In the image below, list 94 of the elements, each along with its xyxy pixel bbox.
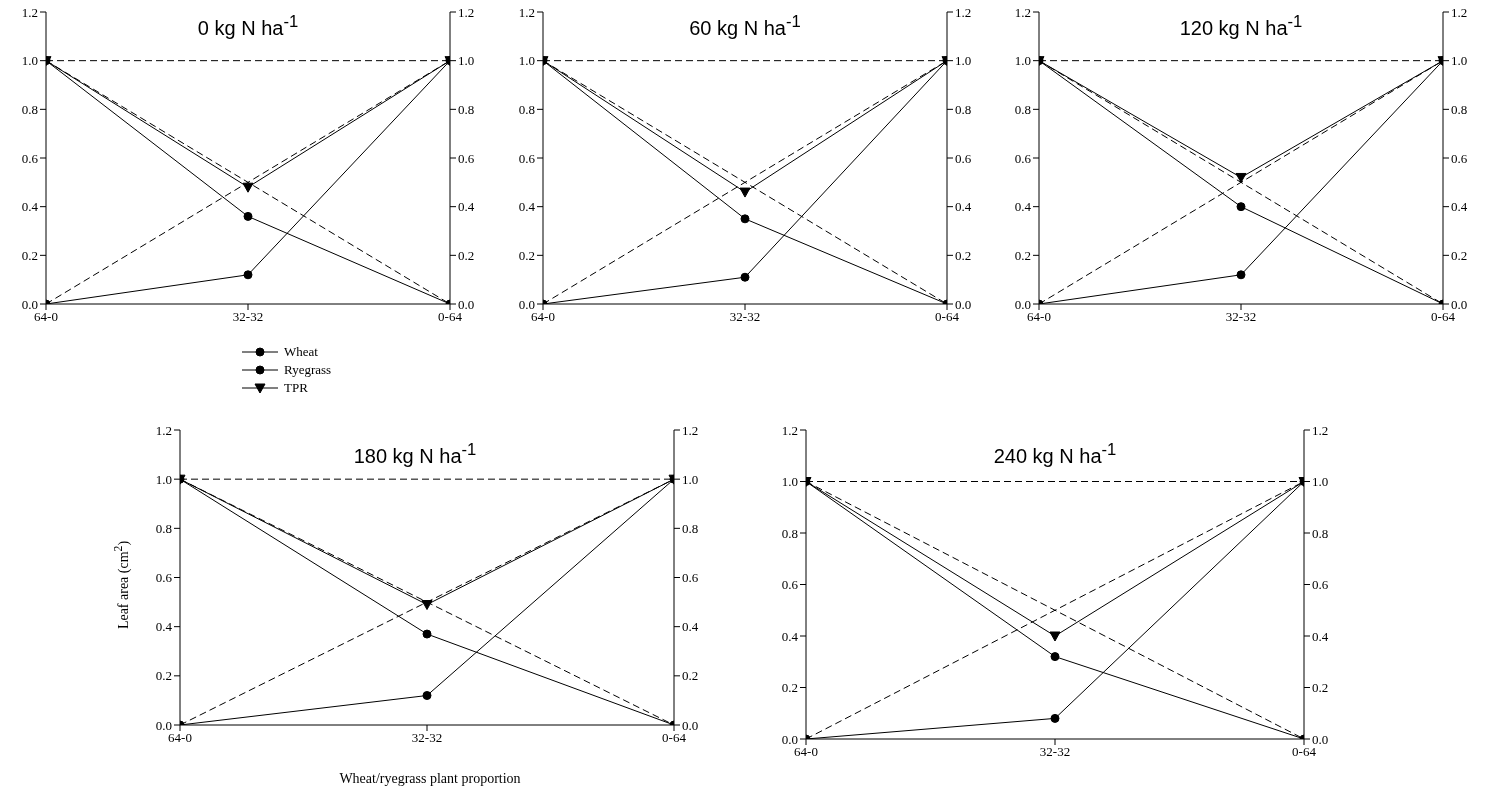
y-tick-label: 0.6 — [155, 570, 173, 586]
y-tick-label: 1.0 — [21, 53, 38, 69]
y-tick-label: 0.2 — [1014, 247, 1031, 263]
x-tick-label: 32-32 — [411, 730, 443, 746]
y-tick-label: 0.2 — [21, 247, 38, 263]
y2-tick-label: 0.4 — [682, 619, 699, 635]
y2-tick-label: 1.0 — [682, 471, 699, 487]
y2-tick-label: 0.2 — [1312, 680, 1329, 696]
y2-tick-label: 0.2 — [682, 668, 699, 684]
y2-tick-label: 0.0 — [458, 296, 475, 312]
y2-tick-label: 0.2 — [955, 247, 972, 263]
y2-tick-label: 0.4 — [1312, 628, 1329, 644]
chart-title: 120 kg N ha$^{-1}$ — [1179, 12, 1303, 39]
y2-tick-label: 1.2 — [458, 4, 475, 20]
y-tick-label: 0.0 — [155, 717, 172, 733]
x-tick-label: 32-32 — [232, 309, 264, 325]
y-tick-label: 1.0 — [518, 53, 535, 69]
y2-tick-label: 1.0 — [1312, 474, 1329, 490]
y-tick-label: 0.0 — [518, 296, 535, 312]
y2-tick-label: 1.0 — [458, 53, 475, 69]
y-tick-label: 0.6 — [518, 150, 536, 166]
y2-tick-label: 0.0 — [1312, 731, 1329, 747]
y2-tick-label: 0.4 — [955, 199, 972, 215]
y-tick-label: 1.2 — [518, 4, 535, 20]
y2-tick-label: 0.8 — [1312, 525, 1329, 541]
x-tick-label: 64-0 — [168, 730, 192, 746]
y-tick-label: 0.2 — [518, 247, 535, 263]
y2-tick-label: 0.2 — [1451, 247, 1468, 263]
y2-tick-label: 1.0 — [955, 53, 972, 69]
y2-tick-label: 0.8 — [458, 101, 475, 117]
y-tick-label: 0.2 — [155, 668, 172, 684]
y2-tick-label: 0.6 — [458, 150, 475, 166]
y2-tick-label: 1.0 — [1451, 53, 1468, 69]
y2-tick-label: 1.2 — [682, 422, 699, 438]
y-tick-label: 0.6 — [21, 150, 39, 166]
chart-title: 0 kg N ha$^{-1}$ — [197, 12, 299, 39]
y-tick-label: 0.4 — [1014, 199, 1032, 215]
y2-tick-label: 0.6 — [682, 570, 699, 586]
y-tick-label: 0.2 — [781, 680, 798, 696]
y2-tick-label: 0.0 — [955, 296, 972, 312]
text: 240 kg N ha$^{-1}$ — [992, 440, 1118, 468]
y2-tick-label: 0.0 — [682, 717, 699, 733]
y2-tick-label: 1.2 — [955, 4, 972, 20]
y-tick-label: 0.4 — [21, 199, 39, 215]
y2-tick-label: 0.6 — [1312, 577, 1329, 593]
x-tick-label: 64-0 — [34, 309, 58, 325]
y2-tick-label: 0.0 — [1451, 296, 1468, 312]
y-tick-label: 1.2 — [155, 422, 172, 438]
y2-tick-label: 1.2 — [1312, 422, 1329, 438]
y-tick-label: 1.0 — [781, 474, 798, 490]
y-tick-label: 0.4 — [155, 619, 173, 635]
y2-tick-label: 0.6 — [1451, 150, 1468, 166]
x-tick-label: 0-64 — [935, 309, 960, 325]
y-tick-label: 0.8 — [781, 525, 798, 541]
y-tick-label: 0.0 — [781, 731, 798, 747]
y2-tick-label: 0.8 — [955, 101, 972, 117]
x-tick-label: 0-64 — [662, 730, 687, 746]
x-tick-label: 0-64 — [438, 309, 463, 325]
y-tick-label: 0.4 — [781, 628, 799, 644]
y-tick-label: 1.2 — [781, 422, 798, 438]
y-tick-label: 0.0 — [21, 296, 38, 312]
text: 180 kg N ha$^{-1}$ — [352, 440, 478, 468]
chart-title: 60 kg N ha$^{-1}$ — [689, 12, 801, 39]
y-tick-label: 1.2 — [1014, 4, 1031, 20]
y-tick-label: 0.8 — [518, 101, 535, 117]
y-tick-label: 0.8 — [155, 520, 172, 536]
y-tick-label: 1.0 — [1014, 53, 1031, 69]
y-tick-label: 0.8 — [1014, 101, 1031, 117]
x-axis-title: Wheat/ryegrass plant proportion — [338, 771, 522, 787]
y-tick-label: 0.6 — [781, 577, 799, 593]
y-tick-label: 1.0 — [155, 471, 172, 487]
y2-tick-label: 0.4 — [1451, 199, 1468, 215]
y2-tick-label: 0.8 — [1451, 101, 1468, 117]
legend-label: Ryegrass — [284, 362, 332, 378]
y2-tick-label: 1.2 — [1451, 4, 1468, 20]
y-tick-label: 0.4 — [518, 199, 536, 215]
y-tick-label: 0.6 — [1014, 150, 1032, 166]
y-tick-label: 0.8 — [21, 101, 38, 117]
y2-tick-label: 0.4 — [458, 199, 475, 215]
x-tick-label: 32-32 — [1039, 744, 1071, 760]
legend-label: Wheat — [284, 344, 318, 360]
y2-tick-label: 0.8 — [682, 520, 699, 536]
legend-label: TPR — [284, 380, 308, 396]
x-tick-label: 0-64 — [1292, 744, 1317, 760]
x-tick-label: 64-0 — [1027, 309, 1051, 325]
x-tick-label: 64-0 — [531, 309, 555, 325]
x-tick-label: 32-32 — [729, 309, 761, 325]
x-tick-label: 0-64 — [1431, 309, 1456, 325]
y-tick-label: 1.2 — [21, 4, 38, 20]
y2-tick-label: 0.2 — [458, 247, 475, 263]
x-tick-label: 64-0 — [794, 744, 818, 760]
y2-tick-label: 0.6 — [955, 150, 972, 166]
x-tick-label: 32-32 — [1225, 309, 1257, 325]
y-tick-label: 0.0 — [1014, 296, 1031, 312]
